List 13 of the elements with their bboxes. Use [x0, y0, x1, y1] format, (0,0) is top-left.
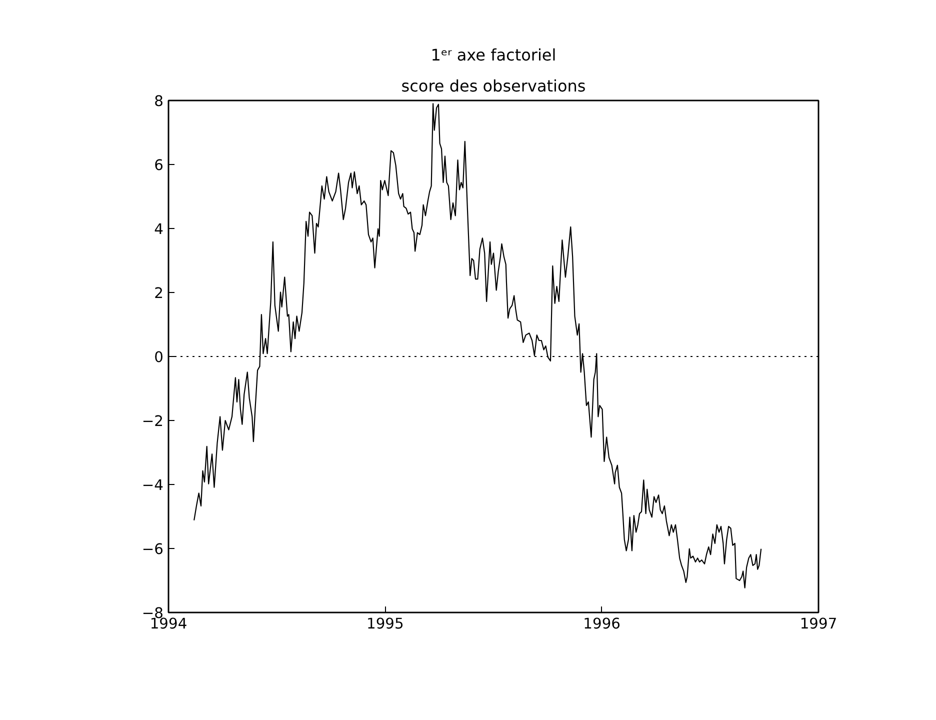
x-tick-label: 1996 — [583, 616, 620, 632]
y-tick-label: 8 — [154, 93, 164, 110]
y-tick-label: 2 — [154, 285, 164, 302]
y-tick-label: 6 — [154, 157, 164, 174]
x-tick-label: 1995 — [366, 616, 404, 632]
y-tick-label: −4 — [142, 477, 164, 494]
chart-subtitle: score des observations — [401, 76, 586, 96]
y-tick-label: 0 — [154, 349, 164, 366]
chart-title: 1ᵉʳ axe factoriel — [430, 46, 556, 64]
y-tick-label: −6 — [142, 541, 164, 558]
x-tick-label: 1997 — [800, 616, 838, 632]
y-tick-label: −2 — [142, 413, 164, 430]
y-tick-label: 4 — [154, 221, 164, 238]
